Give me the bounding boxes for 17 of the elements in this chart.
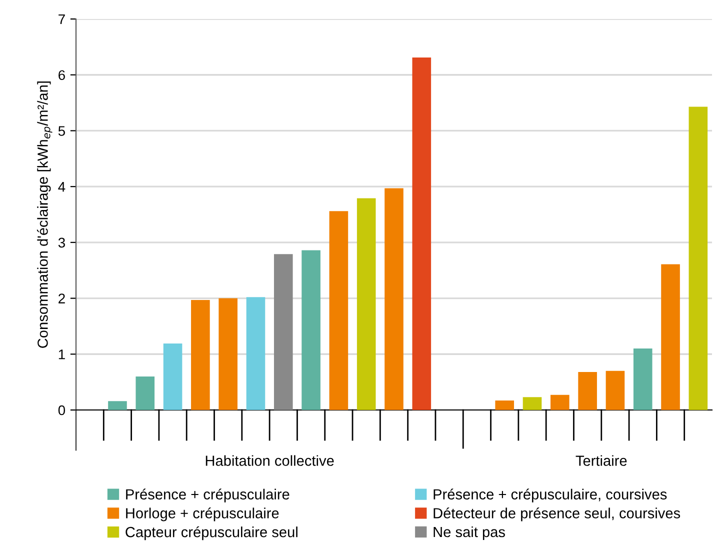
y-tick-label: 1 (58, 350, 65, 360)
legend-label: Capteur crépusculaire seul (126, 526, 298, 540)
legend-label: Détecteur de présence seul, coursives (434, 508, 680, 522)
text: Habitation collective (206, 455, 334, 466)
y-tick-label: 2 (58, 294, 65, 304)
y-tick-label: 0 (58, 405, 66, 416)
legend-label: Horloge + crépusculaire (126, 508, 279, 522)
legend-label: Présence + crépusculaire, coursives (434, 488, 667, 502)
y-tick-label: 6 (58, 70, 65, 80)
y-tick-label: 5 (58, 126, 65, 136)
text: Tertiaire (576, 455, 627, 466)
y-tick-label: 4 (58, 182, 66, 192)
y-tick-label: 3 (58, 238, 65, 248)
y-tick-label: 7 (58, 14, 65, 24)
legend-label: Présence + crépusculaire (126, 488, 290, 502)
legend-label: Ne sait pas (434, 526, 505, 540)
y-axis-title: Consommation d'éclairage [kWh$_{ep}$/m²/an] (36, 81, 52, 348)
